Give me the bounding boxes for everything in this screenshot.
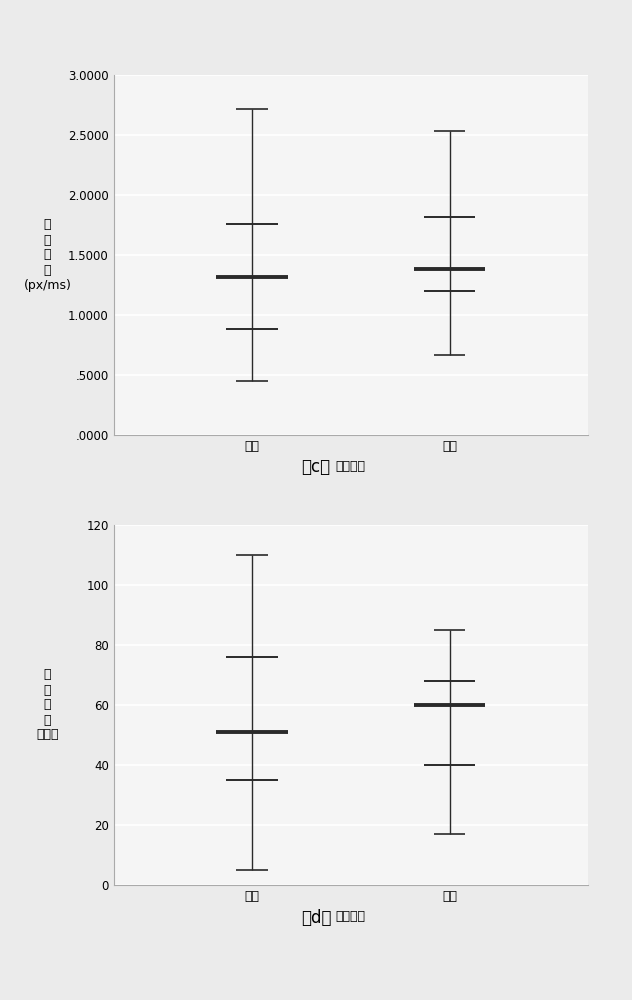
- X-axis label: 是否说谎: 是否说谎: [336, 910, 366, 923]
- Text: 眼
跳
速
度
(px/ms): 眼 跳 速 度 (px/ms): [23, 219, 71, 292]
- X-axis label: 是否说谎: 是否说谎: [336, 460, 366, 473]
- Text: 眨
眼
次
数
（次）: 眨 眼 次 数 （次）: [36, 668, 59, 742]
- Text: （c）: （c）: [301, 458, 331, 476]
- Text: （d）: （d）: [301, 909, 331, 927]
